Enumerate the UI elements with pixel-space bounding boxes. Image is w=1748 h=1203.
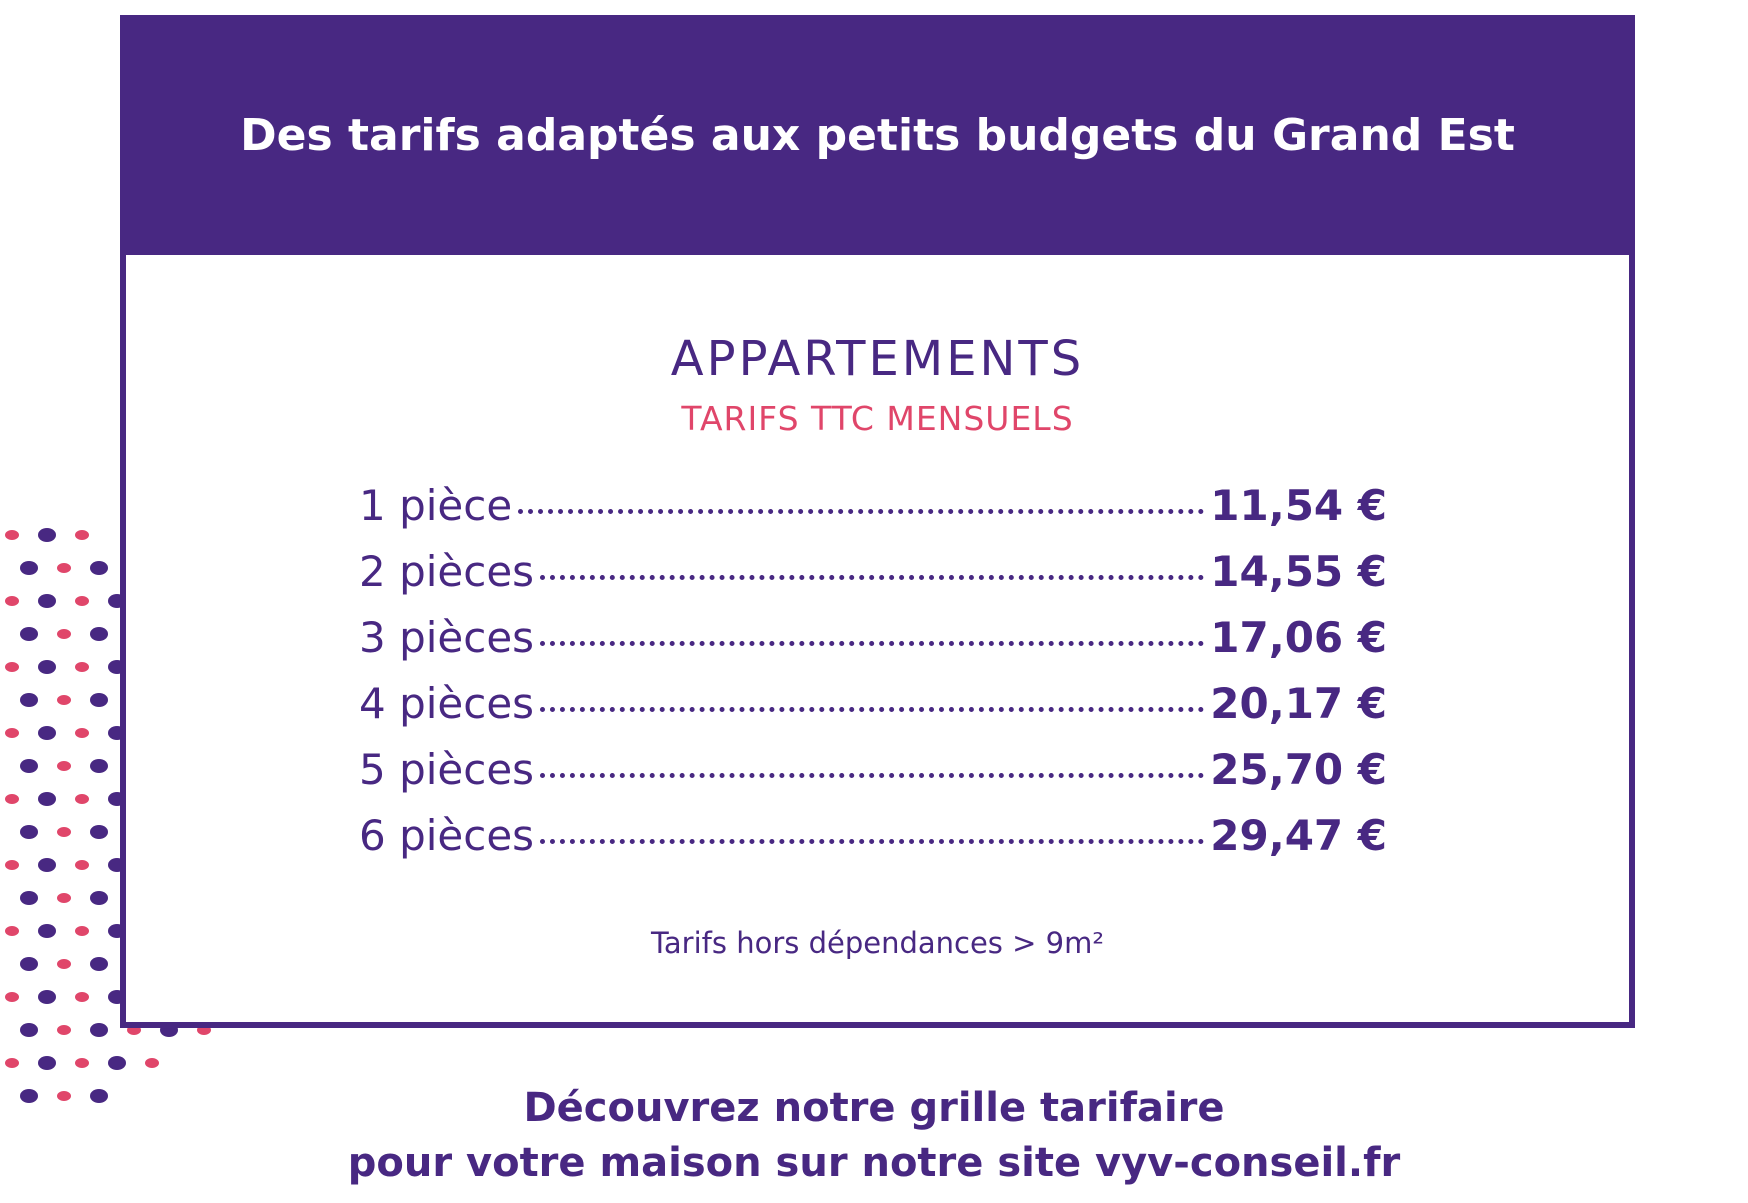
dot bbox=[90, 759, 108, 773]
section-subheading: TARIFS TTC MENSUELS bbox=[681, 399, 1074, 438]
dot bbox=[20, 957, 38, 971]
price-list: 1 pièce 11,54 € 2 pièces 14,55 € 3 pièces 17,… bbox=[359, 481, 1387, 877]
room-count: 3 pièces bbox=[359, 613, 535, 662]
dot bbox=[75, 860, 89, 870]
dot bbox=[108, 1056, 126, 1070]
dot bbox=[75, 596, 89, 606]
dot bbox=[75, 530, 89, 540]
dot bbox=[38, 1056, 56, 1070]
cta-line: pour votre maison sur notre site vyv-con… bbox=[347, 1140, 1401, 1186]
dot bbox=[38, 990, 56, 1004]
room-count: 5 pièces bbox=[359, 745, 535, 794]
dot bbox=[20, 561, 38, 575]
dot bbox=[20, 1089, 38, 1103]
dot bbox=[20, 825, 38, 839]
dotted-leader bbox=[540, 773, 1205, 778]
dot bbox=[90, 627, 108, 641]
dot bbox=[20, 759, 38, 773]
dot bbox=[57, 1025, 71, 1035]
cta-line: Découvrez notre grille tarifaire bbox=[523, 1085, 1225, 1131]
room-count: 4 pièces bbox=[359, 679, 535, 728]
dot bbox=[57, 563, 71, 573]
dot bbox=[75, 926, 89, 936]
dot bbox=[57, 695, 71, 705]
price: 20,17 € bbox=[1210, 679, 1387, 728]
dot bbox=[57, 893, 71, 903]
price-card: Des tarifs adaptés aux petits budgets du… bbox=[120, 15, 1635, 1028]
dot-decoration bbox=[5, 528, 211, 1103]
dotted-leader bbox=[540, 839, 1205, 844]
dotted-leader bbox=[518, 509, 1205, 514]
dot bbox=[90, 825, 108, 839]
price: 29,47 € bbox=[1210, 811, 1387, 860]
dot bbox=[5, 728, 19, 738]
room-count: 6 pièces bbox=[359, 811, 535, 860]
dot bbox=[57, 761, 71, 771]
dot bbox=[75, 662, 89, 672]
room-count: 2 pièces bbox=[359, 547, 535, 596]
dot bbox=[90, 1089, 108, 1103]
dotted-leader bbox=[540, 641, 1205, 646]
dot bbox=[38, 726, 56, 740]
dot bbox=[38, 528, 56, 542]
dot bbox=[20, 627, 38, 641]
header: Des tarifs adaptés aux petits budgets du… bbox=[120, 15, 1635, 255]
price: 14,55 € bbox=[1210, 547, 1387, 596]
dot bbox=[5, 596, 19, 606]
price-row: 4 pièces 20,17 € bbox=[359, 679, 1387, 745]
price-row: 6 pièces 29,47 € bbox=[359, 811, 1387, 877]
dot bbox=[20, 693, 38, 707]
dot bbox=[90, 693, 108, 707]
price-row: 2 pièces 14,55 € bbox=[359, 547, 1387, 613]
price-row: 3 pièces 17,06 € bbox=[359, 613, 1387, 679]
price-row: 5 pièces 25,70 € bbox=[359, 745, 1387, 811]
price: 25,70 € bbox=[1210, 745, 1387, 794]
dot bbox=[38, 660, 56, 674]
dot bbox=[38, 792, 56, 806]
dot bbox=[38, 924, 56, 938]
dot bbox=[20, 891, 38, 905]
price: 17,06 € bbox=[1210, 613, 1387, 662]
dot bbox=[57, 827, 71, 837]
dot bbox=[75, 794, 89, 804]
dot bbox=[38, 858, 56, 872]
dot bbox=[57, 1091, 71, 1101]
dot bbox=[5, 794, 19, 804]
dot bbox=[38, 594, 56, 608]
dot bbox=[75, 992, 89, 1002]
dotted-leader bbox=[540, 707, 1205, 712]
section-heading: APPARTEMENTS bbox=[670, 331, 1085, 387]
dot bbox=[5, 1058, 19, 1068]
dot bbox=[90, 891, 108, 905]
dot bbox=[5, 860, 19, 870]
dot bbox=[57, 959, 71, 969]
dot bbox=[145, 1058, 159, 1068]
dot bbox=[90, 561, 108, 575]
price-row: 1 pièce 11,54 € bbox=[359, 481, 1387, 547]
dot bbox=[5, 662, 19, 672]
dot bbox=[75, 1058, 89, 1068]
dot bbox=[5, 992, 19, 1002]
title: Des tarifs adaptés aux petits budgets du… bbox=[240, 109, 1515, 161]
footnote: Tarifs hors dépendances > 9m² bbox=[651, 926, 1104, 960]
dot bbox=[75, 728, 89, 738]
dot bbox=[90, 957, 108, 971]
dot bbox=[57, 629, 71, 639]
dotted-leader bbox=[540, 575, 1205, 580]
room-count: 1 pièce bbox=[359, 481, 513, 530]
dot bbox=[20, 1023, 38, 1037]
dot bbox=[90, 1023, 108, 1037]
price: 11,54 € bbox=[1210, 481, 1387, 530]
dot bbox=[5, 926, 19, 936]
dot bbox=[5, 530, 19, 540]
